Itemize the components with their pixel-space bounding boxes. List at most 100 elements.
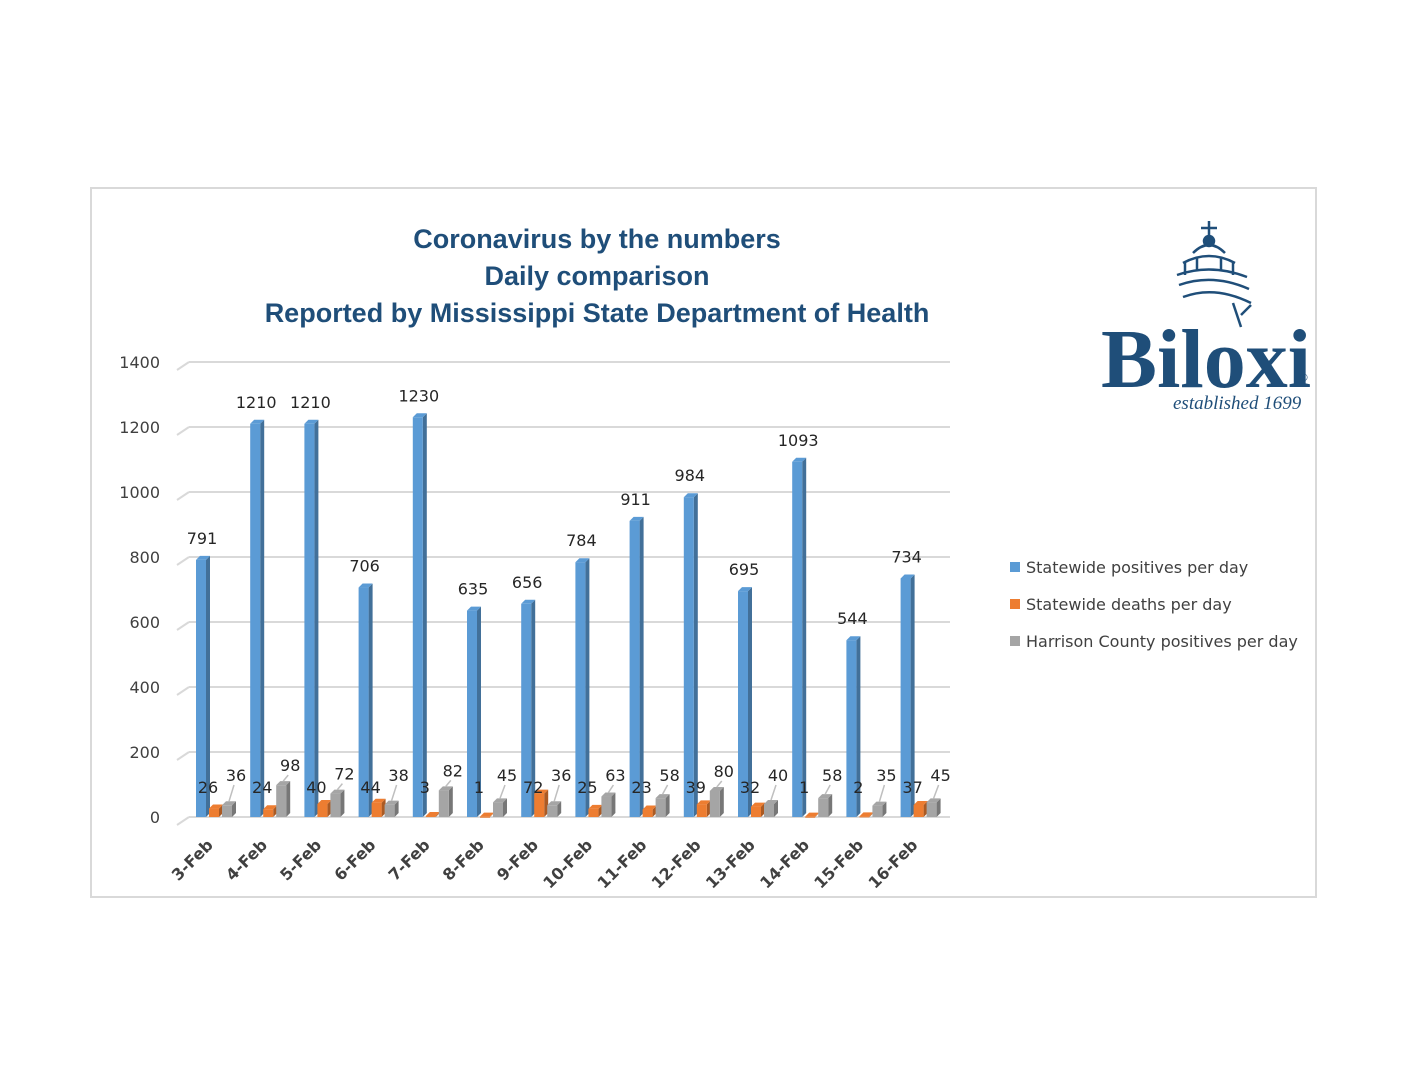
data-label-deaths: 1 (474, 778, 484, 797)
bar-side (422, 413, 427, 817)
y-tick-label: 200 (129, 743, 160, 762)
data-label-leader (499, 784, 506, 799)
bar-top (209, 804, 223, 809)
data-label-harrison: 72 (334, 765, 354, 784)
y-tick-label: 0 (150, 808, 160, 827)
data-label-positives: 635 (458, 580, 489, 599)
bar (534, 793, 545, 817)
bar-side (448, 786, 453, 817)
bar-top (222, 801, 236, 806)
bar-side (774, 800, 778, 817)
title-line-2: Daily comparison (484, 261, 709, 291)
bar (805, 816, 816, 818)
x-category-label: 8-Feb (439, 835, 488, 884)
legend-label: Statewide positives per day (1026, 558, 1248, 577)
bar-top (913, 800, 928, 805)
legend-swatch (1010, 636, 1020, 646)
data-label-harrison: 80 (714, 762, 734, 781)
gridline-depth (176, 361, 190, 371)
chart: Coronavirus by the numbers Daily compari… (119, 221, 1311, 892)
data-label-positives: 656 (512, 573, 543, 592)
bar-side (585, 558, 590, 817)
data-label-deaths: 26 (198, 778, 218, 797)
bar-side (232, 801, 236, 817)
data-label-leader (336, 783, 343, 791)
y-tick-label: 1000 (119, 483, 160, 502)
bar-side (340, 789, 345, 817)
bar (384, 804, 395, 817)
bar (601, 796, 612, 817)
bar-top (575, 558, 590, 563)
bar-side (639, 516, 644, 817)
data-label-positives: 1210 (290, 393, 331, 412)
bar-top (805, 812, 820, 817)
data-label-leader (770, 784, 777, 801)
bar (655, 798, 666, 817)
data-label-harrison: 45 (497, 766, 517, 785)
x-category-label: 6-Feb (330, 835, 379, 884)
data-label-deaths: 72 (523, 778, 543, 797)
data-label-harrison: 40 (768, 766, 788, 785)
bar-top (588, 804, 603, 809)
y-tick-label: 400 (129, 678, 160, 697)
bar (480, 816, 490, 818)
data-label-harrison: 38 (388, 766, 408, 785)
bar-top (371, 798, 386, 803)
data-label-positives: 784 (566, 531, 597, 550)
bar-top (818, 794, 833, 799)
bar (683, 497, 694, 817)
data-label-deaths: 3 (420, 778, 430, 797)
bar-top (425, 812, 440, 817)
data-label-positives: 1093 (778, 431, 819, 450)
bar-side (665, 794, 670, 817)
gridline-depth (176, 621, 190, 631)
y-tick-label: 1200 (119, 418, 160, 437)
x-category-label: 4-Feb (222, 835, 271, 884)
data-label-positives: 911 (620, 490, 651, 509)
bar-top (304, 419, 319, 424)
bar-side (802, 457, 807, 817)
bar-side (368, 583, 373, 817)
data-label-harrison: 58 (822, 766, 842, 785)
data-label-positives: 1210 (236, 393, 277, 412)
data-label-positives: 734 (891, 547, 922, 566)
bar-top (534, 789, 549, 794)
data-label-leader (282, 774, 289, 782)
logo-tagline: established 1699 (1173, 393, 1302, 414)
title-line-1: Coronavirus by the numbers (413, 224, 781, 254)
x-category-label: 16-Feb (865, 835, 922, 892)
gridline-depth (176, 491, 190, 501)
data-label-harrison: 82 (443, 761, 463, 780)
bar-top (683, 493, 698, 498)
bar (250, 423, 261, 817)
bar-side (828, 794, 833, 817)
data-label-leader (932, 784, 940, 799)
bar-top (696, 800, 711, 805)
x-category-label: 12-Feb (648, 835, 705, 892)
bar-top (276, 781, 291, 786)
bar-side (286, 781, 291, 817)
legend-label: Harrison County positives per day (1026, 632, 1298, 651)
data-label-harrison: 45 (930, 766, 950, 785)
x-category-label: 5-Feb (276, 835, 325, 884)
bar-side (531, 599, 536, 817)
data-label-leader (878, 784, 886, 802)
bars (196, 413, 941, 818)
bar (521, 603, 532, 817)
data-label-deaths: 44 (360, 778, 380, 797)
bar-side (206, 555, 210, 817)
y-tick-label: 1400 (119, 353, 160, 372)
bar (371, 802, 382, 817)
bar-top (250, 419, 265, 424)
bar-top (926, 798, 941, 803)
data-label-leader (228, 784, 235, 802)
bar-top (317, 800, 332, 804)
bar (709, 791, 720, 817)
bar (425, 816, 436, 818)
data-label-positives: 1230 (398, 386, 439, 405)
data-label-deaths: 32 (740, 778, 760, 797)
x-category-label: 13-Feb (702, 835, 759, 892)
bar-top (480, 812, 494, 817)
bar (751, 806, 761, 817)
bar-top (738, 587, 752, 592)
